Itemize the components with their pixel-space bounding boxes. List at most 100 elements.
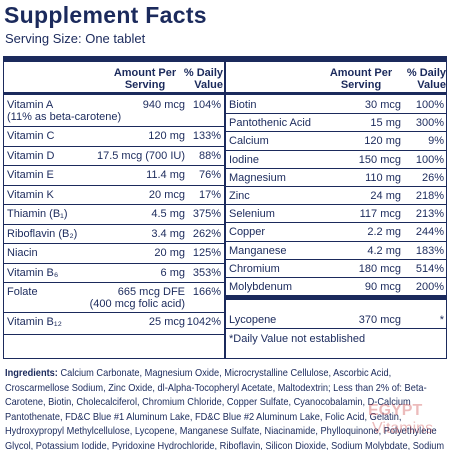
rule xyxy=(226,113,446,115)
amount: 2.2 mg xyxy=(367,226,401,239)
daily-value: 218% xyxy=(415,190,444,202)
amount: 24 mg xyxy=(370,190,401,202)
nutrient-name: Vitamin B₆ xyxy=(7,266,59,279)
daily-value: 213% xyxy=(415,208,444,221)
watermark: EGYPT xyxy=(368,402,423,419)
nutrient-name: Iodine xyxy=(229,153,259,166)
dv-header: % Daily Value xyxy=(406,67,446,91)
nutrient-name: Vitamin E xyxy=(7,169,54,181)
amount: 665 mcg DFE xyxy=(117,286,185,298)
rule xyxy=(4,184,224,186)
nutrient-name: Lycopene xyxy=(229,314,277,327)
rule xyxy=(226,222,446,224)
rule xyxy=(226,131,446,133)
nutrient-name: Zinc xyxy=(229,190,250,202)
rule xyxy=(226,328,446,330)
daily-value: 26% xyxy=(421,171,444,184)
nutrient-name: Vitamin C xyxy=(7,130,55,142)
amount-note: (400 mcg folic acid) xyxy=(89,298,185,310)
nutrient-name: Calcium xyxy=(229,135,269,148)
daily-value: 133% xyxy=(192,130,221,142)
column-divider xyxy=(224,62,226,358)
amount: 180 mcg xyxy=(358,262,401,275)
serving-size: Serving Size: One tablet xyxy=(5,31,146,46)
rule xyxy=(4,126,224,127)
amount: 20 mg xyxy=(154,247,185,259)
daily-value: 183% xyxy=(415,244,444,257)
amount: 17.5 mcg (700 IU) xyxy=(96,149,185,162)
amount: 15 mg xyxy=(370,117,401,130)
amount: 110 mg xyxy=(365,171,401,184)
ingredients: Ingredients: Calcium Carbonate, Magnesiu… xyxy=(5,366,445,450)
rule xyxy=(226,277,446,278)
rule xyxy=(4,204,224,205)
daily-value: 125% xyxy=(192,247,221,259)
watermark: Vitamins xyxy=(372,420,434,437)
nutrient-name: Vitamin A xyxy=(7,99,54,111)
rule xyxy=(226,186,446,187)
daily-value: 104% xyxy=(192,99,221,111)
border-bottom xyxy=(3,358,447,359)
rule xyxy=(4,243,224,244)
amount: 370 mcg xyxy=(358,314,401,327)
amount: 4.2 mg xyxy=(367,244,401,257)
amount: 11.4 mg xyxy=(146,169,185,181)
nutrient-name: Pantothenic Acid xyxy=(229,117,311,130)
amount: 150 mcg xyxy=(358,153,401,166)
dv-header: % Daily Value xyxy=(183,67,223,91)
nutrient-name: Selenium xyxy=(229,208,275,221)
rule xyxy=(4,165,224,166)
daily-value: 76% xyxy=(198,169,221,181)
rule xyxy=(226,258,446,260)
rule xyxy=(226,92,446,95)
nutrient-name: Manganese xyxy=(229,244,287,257)
daily-value: 88% xyxy=(198,149,221,162)
amount: 30 mcg xyxy=(364,99,401,111)
nutrient-name: Niacin xyxy=(7,247,38,259)
rule xyxy=(4,92,224,95)
rule xyxy=(4,282,224,283)
rule xyxy=(4,262,224,264)
amount: 6 mg xyxy=(160,266,185,279)
amount: 940 mcg xyxy=(142,99,185,111)
amount-header: Amount Per Serving xyxy=(329,67,393,91)
title: Supplement Facts xyxy=(4,2,207,28)
thick-bar xyxy=(3,56,447,62)
daily-value: 300% xyxy=(415,117,444,130)
border-left xyxy=(3,56,4,359)
amount: 3.4 mg xyxy=(151,227,185,240)
amount: 25 mcg xyxy=(148,316,185,328)
amount: 4.5 mg xyxy=(151,208,185,220)
daily-value: 244% xyxy=(415,226,444,239)
amount: 20 mcg xyxy=(148,188,185,201)
rule xyxy=(226,204,446,206)
rule xyxy=(226,149,446,151)
nutrient-name: Vitamin B₁₂ xyxy=(7,316,62,328)
daily-value: 375% xyxy=(192,208,221,220)
daily-value: 353% xyxy=(192,266,221,279)
nutrient-name: Chromium xyxy=(229,262,280,275)
nutrient-name: Riboflavin (B₂) xyxy=(7,227,78,240)
nutrient-name: Vitamin D xyxy=(7,149,55,162)
daily-value: 100% xyxy=(415,153,444,166)
daily-value: 200% xyxy=(415,281,444,293)
daily-value: 9% xyxy=(428,135,444,148)
rule xyxy=(4,145,224,147)
daily-value: 1042% xyxy=(186,316,221,328)
rule xyxy=(226,295,446,301)
nutrient-name: Folate xyxy=(7,286,38,298)
nutrient-name: Vitamin K xyxy=(7,188,54,201)
footnote: *Daily Value not established xyxy=(229,333,366,346)
daily-value: * xyxy=(439,314,444,327)
rule xyxy=(4,223,224,225)
nutrient-name: Biotin xyxy=(229,99,257,111)
amount-header: Amount Per Serving xyxy=(113,67,177,91)
nutrient-name: Magnesium xyxy=(229,171,286,184)
nutrient-note: (11% as beta-carotene) xyxy=(7,111,122,123)
daily-value: 17% xyxy=(198,188,221,201)
rule xyxy=(226,167,446,169)
border-right xyxy=(446,56,447,359)
amount: 90 mcg xyxy=(364,281,401,293)
ingredients-label: Ingredients: xyxy=(5,367,58,379)
